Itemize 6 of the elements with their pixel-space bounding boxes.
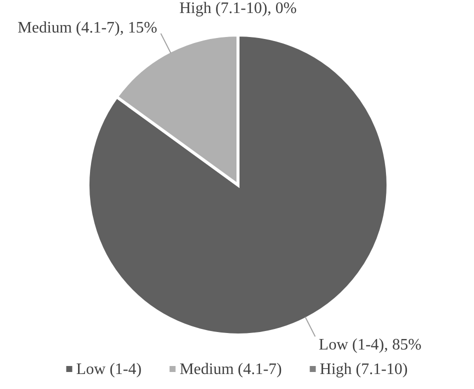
legend-label: Low (1-4) bbox=[76, 361, 142, 378]
data-label: Low (1-4), 85% bbox=[318, 336, 422, 354]
text: High (7.1-10), 0% bbox=[179, 0, 297, 17]
legend-label: High (7.1-10) bbox=[320, 361, 408, 378]
data-label: Medium (4.1-7), 15% bbox=[18, 19, 158, 36]
legend-label: Medium (4.1-7) bbox=[180, 361, 282, 378]
